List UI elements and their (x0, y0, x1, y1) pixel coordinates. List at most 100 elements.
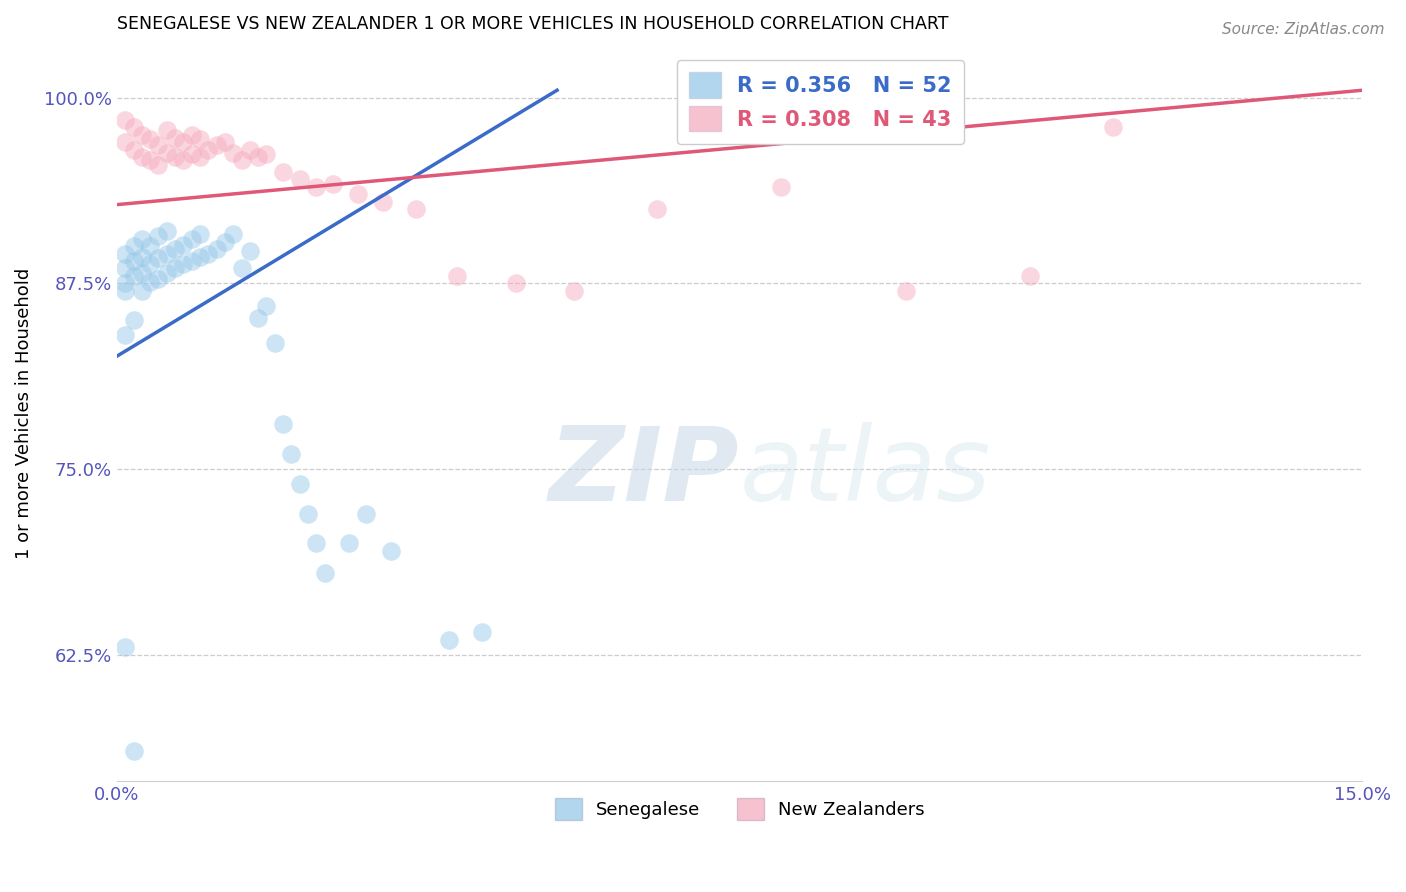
Point (156, 145, 179, 160)
Point (139, 239, 162, 253)
Point (122, 254, 145, 268)
Point (148, 138, 170, 153)
Point (172, 135, 194, 149)
Text: SENEGALESE VS NEW ZEALANDER 1 OR MORE VEHICLES IN HOUSEHOLD CORRELATION CHART: SENEGALESE VS NEW ZEALANDER 1 OR MORE VE… (117, 15, 949, 33)
Point (165, 242, 187, 256)
Point (122, 313, 145, 327)
Point (122, 239, 145, 253)
Point (205, 138, 228, 153)
Point (156, 266, 179, 280)
Point (214, 235, 236, 249)
Point (354, 507, 377, 521)
Point (231, 261, 253, 276)
Point (188, 227, 211, 242)
Point (222, 227, 245, 242)
Point (271, 417, 294, 432)
Point (297, 507, 319, 521)
Point (131, 128, 153, 142)
Point (148, 251, 170, 265)
Point (271, 165, 294, 179)
Point (131, 266, 153, 280)
Point (139, 132, 162, 146)
Point (405, 202, 427, 216)
Point (197, 143, 219, 157)
Point (139, 257, 162, 271)
Point (180, 128, 202, 142)
Point (122, 120, 145, 135)
Point (188, 132, 211, 146)
Point (770, 179, 793, 194)
Point (1019, 268, 1042, 283)
Text: atlas: atlas (740, 422, 991, 522)
Point (247, 150, 270, 164)
Point (446, 268, 468, 283)
Point (148, 228, 170, 243)
Point (131, 232, 153, 246)
Point (214, 135, 236, 149)
Point (114, 246, 136, 260)
Point (156, 123, 179, 137)
Y-axis label: 1 or more Vehicles in Household: 1 or more Vehicles in Household (15, 268, 32, 559)
Point (505, 277, 527, 291)
Point (305, 179, 328, 194)
Point (247, 310, 270, 325)
Point (471, 625, 494, 640)
Point (645, 202, 668, 216)
Point (1102, 120, 1125, 135)
Text: ZIP: ZIP (550, 422, 740, 523)
Point (139, 153, 162, 167)
Point (322, 177, 344, 191)
Point (562, 284, 585, 298)
Point (172, 237, 194, 252)
Point (122, 143, 145, 157)
Point (114, 277, 136, 291)
Point (239, 244, 262, 258)
Point (139, 275, 162, 289)
Text: Source: ZipAtlas.com: Source: ZipAtlas.com (1222, 22, 1385, 37)
Point (180, 147, 202, 161)
Point (114, 112, 136, 127)
Point (188, 150, 211, 164)
Point (231, 153, 253, 167)
Point (288, 476, 311, 491)
Point (197, 246, 219, 260)
Point (165, 130, 187, 145)
Point (122, 268, 145, 283)
Point (165, 261, 187, 276)
Point (280, 447, 302, 461)
Point (371, 194, 394, 209)
Point (114, 328, 136, 343)
Point (156, 224, 179, 238)
Point (263, 335, 285, 350)
Point (205, 242, 228, 256)
Point (131, 284, 153, 298)
Point (254, 147, 277, 161)
Point (380, 543, 402, 558)
Point (180, 254, 202, 268)
Point (148, 157, 170, 171)
Point (305, 536, 328, 550)
Point (122, 744, 145, 758)
Point (254, 299, 277, 313)
Point (346, 187, 368, 202)
Point (239, 143, 262, 157)
Point (222, 145, 245, 160)
Point (114, 135, 136, 149)
Point (148, 272, 170, 286)
Point (314, 566, 336, 580)
Point (114, 261, 136, 276)
Point (437, 632, 460, 647)
Point (894, 284, 917, 298)
Point (156, 246, 179, 260)
Point (165, 150, 187, 164)
Point (172, 153, 194, 167)
Point (339, 536, 361, 550)
Point (172, 257, 194, 271)
Point (114, 284, 136, 298)
Point (188, 250, 211, 264)
Point (114, 640, 136, 655)
Point (131, 150, 153, 164)
Point (180, 232, 202, 246)
Point (288, 172, 311, 186)
Point (131, 250, 153, 264)
